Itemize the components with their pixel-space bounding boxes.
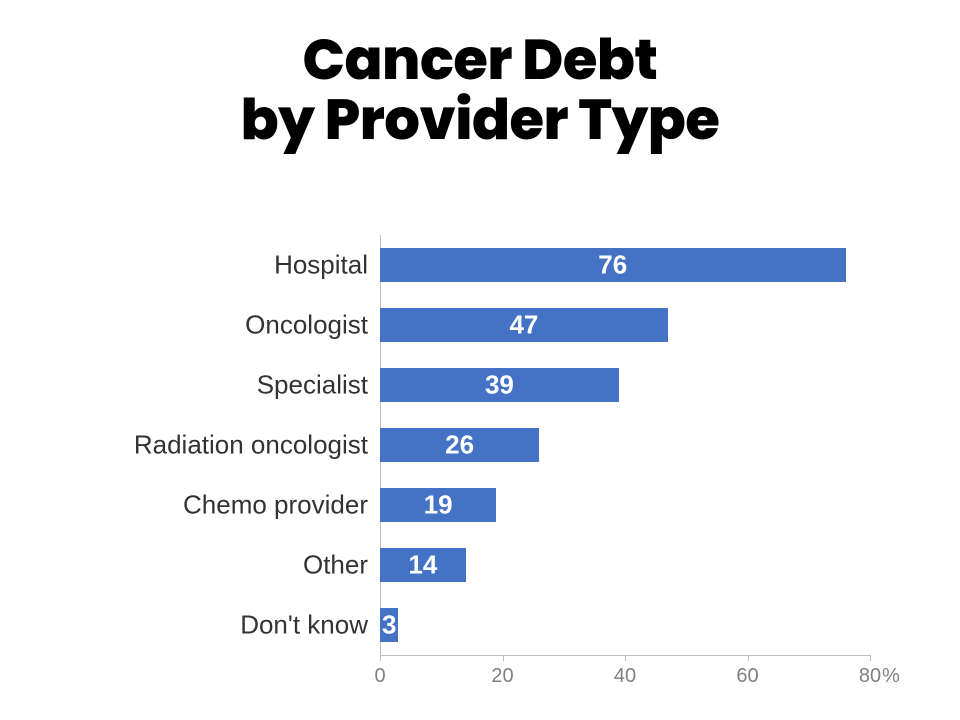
category-label: Oncologist bbox=[245, 310, 380, 341]
bar: 39 bbox=[380, 368, 619, 402]
bar-value-label: 47 bbox=[380, 309, 668, 340]
x-tick bbox=[380, 655, 381, 661]
bar-value-label: 3 bbox=[380, 609, 398, 640]
bar: 47 bbox=[380, 308, 668, 342]
plot-area: Hospital76Oncologist47Specialist39Radiat… bbox=[380, 235, 870, 655]
x-tick-label: 0 bbox=[374, 665, 385, 688]
x-tick-label: 20 bbox=[491, 665, 513, 688]
bar-chart: Hospital76Oncologist47Specialist39Radiat… bbox=[380, 235, 870, 655]
bar-value-label: 39 bbox=[380, 369, 619, 400]
bar: 19 bbox=[380, 488, 496, 522]
bar: 76 bbox=[380, 248, 846, 282]
category-label: Chemo provider bbox=[183, 490, 380, 521]
bar-value-label: 14 bbox=[380, 549, 466, 580]
x-tick bbox=[625, 655, 626, 661]
category-label: Radiation oncologist bbox=[134, 430, 380, 461]
bar-value-label: 26 bbox=[380, 429, 539, 460]
bar: 14 bbox=[380, 548, 466, 582]
category-label: Don't know bbox=[240, 610, 380, 641]
category-label: Hospital bbox=[274, 250, 380, 281]
x-tick bbox=[870, 655, 871, 661]
x-tick-label: 40 bbox=[614, 665, 636, 688]
category-label: Specialist bbox=[257, 370, 380, 401]
bar-value-label: 76 bbox=[380, 249, 846, 280]
bar: 3 bbox=[380, 608, 398, 642]
x-tick bbox=[748, 655, 749, 661]
x-axis-unit: % bbox=[882, 665, 900, 688]
chart-title: Cancer Debt by Provider Type bbox=[0, 30, 960, 151]
x-tick-label: 60 bbox=[736, 665, 758, 688]
chart-stage: Cancer Debt by Provider Type Hospital76O… bbox=[0, 0, 960, 720]
category-label: Other bbox=[303, 550, 380, 581]
bar: 26 bbox=[380, 428, 539, 462]
bar-value-label: 19 bbox=[380, 489, 496, 520]
x-tick-label: 80 bbox=[859, 665, 881, 688]
title-line-2: by Provider Type bbox=[0, 90, 960, 150]
x-tick bbox=[503, 655, 504, 661]
